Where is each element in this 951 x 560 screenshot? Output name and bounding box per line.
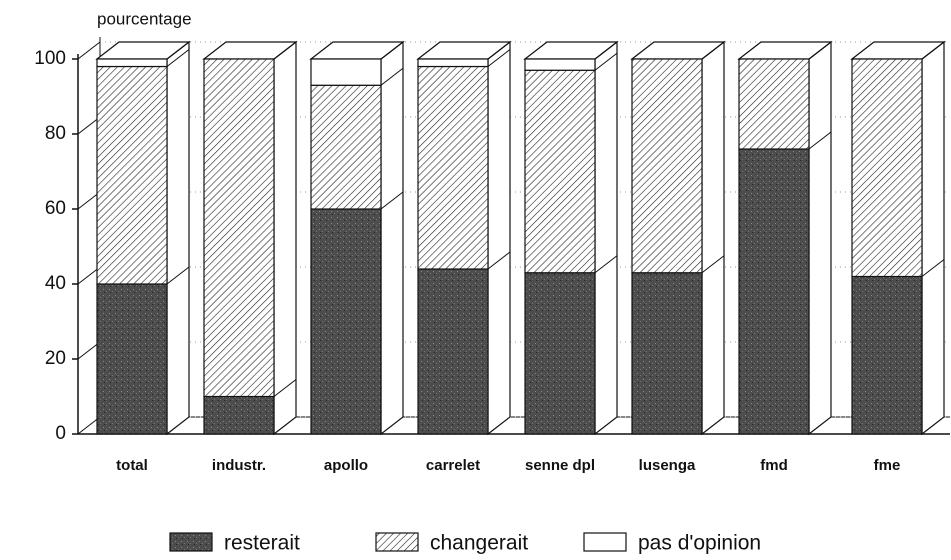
segment-edge bbox=[166, 266, 190, 285]
segment-edge bbox=[487, 49, 511, 67]
bar-segment bbox=[738, 58, 810, 150]
legend-label: pas d'opinion bbox=[638, 532, 761, 555]
segment-edge bbox=[273, 41, 297, 60]
x-tick-label: industr. bbox=[212, 457, 266, 474]
segment-edge bbox=[921, 41, 945, 60]
x-tick-label: senne dpl bbox=[525, 457, 595, 474]
bar-segment bbox=[96, 65, 168, 285]
segment-edge bbox=[273, 379, 297, 397]
y-tick-label: 40 bbox=[45, 273, 66, 294]
bar-segment bbox=[631, 272, 703, 435]
bar-side bbox=[380, 40, 404, 436]
bar-segment bbox=[851, 275, 923, 435]
bar-segment bbox=[96, 283, 168, 435]
grid-line bbox=[77, 266, 101, 285]
segment-edge bbox=[380, 67, 404, 86]
bar-segment bbox=[524, 69, 596, 274]
bar-segment bbox=[851, 58, 923, 278]
bar-segment bbox=[203, 395, 275, 435]
bar-segment bbox=[310, 208, 382, 435]
bar-side bbox=[921, 40, 945, 436]
legend-swatch bbox=[583, 532, 627, 552]
segment-edge bbox=[594, 41, 618, 60]
bar-segment bbox=[524, 58, 596, 71]
segment-edge bbox=[166, 49, 190, 67]
bar-segment bbox=[310, 84, 382, 210]
segment-edge bbox=[487, 41, 511, 60]
x-tick-label: total bbox=[116, 457, 148, 474]
bar-segment bbox=[310, 58, 382, 86]
segment-edge bbox=[594, 255, 618, 274]
x-tick-label: apollo bbox=[324, 457, 368, 474]
bar-side bbox=[594, 40, 618, 436]
bar-side bbox=[701, 40, 725, 436]
segment-edge bbox=[594, 52, 618, 71]
segment-edge bbox=[380, 191, 404, 210]
grid-line bbox=[77, 116, 101, 135]
segment-edge bbox=[808, 131, 832, 150]
y-tick-label: 20 bbox=[45, 348, 66, 369]
legend-swatch bbox=[169, 532, 213, 552]
bar-segment bbox=[417, 58, 489, 68]
x-tick-label: fmd bbox=[760, 457, 788, 474]
x-tick-label: carrelet bbox=[426, 457, 480, 474]
bar-segment bbox=[417, 65, 489, 270]
grid-line bbox=[77, 41, 101, 60]
y-tick-label: 60 bbox=[45, 198, 66, 219]
segment-edge bbox=[166, 41, 190, 60]
grid-line bbox=[77, 416, 101, 435]
bar-side bbox=[273, 40, 297, 436]
bar-side bbox=[166, 40, 190, 436]
bar-segment bbox=[96, 58, 168, 68]
bar-segment bbox=[631, 58, 703, 274]
y-tick-label: 80 bbox=[45, 123, 66, 144]
segment-edge bbox=[380, 41, 404, 60]
x-tick-label: fme bbox=[874, 457, 901, 474]
x-tick-label: lusenga bbox=[639, 457, 696, 474]
bar-segment bbox=[417, 268, 489, 435]
grid-line bbox=[77, 191, 101, 210]
grid-line bbox=[77, 341, 101, 360]
segment-edge bbox=[808, 41, 832, 60]
bar-side bbox=[808, 40, 832, 436]
bar-segment bbox=[524, 272, 596, 435]
legend-swatch bbox=[375, 532, 419, 552]
bar-segment bbox=[203, 58, 275, 398]
y-tick-label: 0 bbox=[55, 423, 66, 444]
legend-label: resterait bbox=[224, 532, 300, 555]
segment-edge bbox=[701, 255, 725, 274]
segment-edge bbox=[701, 41, 725, 60]
segment-edge bbox=[487, 251, 511, 270]
y-tick-label: 100 bbox=[34, 48, 66, 69]
bar-segment bbox=[738, 148, 810, 435]
segment-edge bbox=[921, 259, 945, 277]
legend-label: changerait bbox=[430, 532, 528, 555]
y-axis-title: pourcentage bbox=[97, 9, 192, 28]
bar-side bbox=[487, 40, 511, 436]
